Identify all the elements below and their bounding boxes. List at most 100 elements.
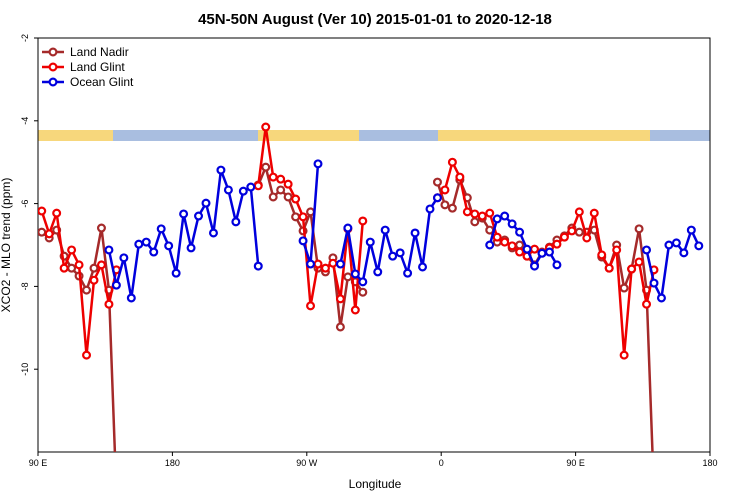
data-point: [306, 301, 316, 311]
data-point: [679, 248, 689, 258]
data-point: [477, 211, 487, 221]
data-point: [515, 227, 525, 237]
y-tick-label: -10: [20, 363, 30, 376]
data-point: [52, 208, 62, 218]
land-band: [438, 130, 650, 141]
data-point: [537, 248, 547, 258]
data-point: [649, 278, 659, 288]
data-point: [149, 247, 159, 257]
data-point: [306, 207, 316, 217]
series-line: [40, 163, 654, 452]
data-point: [530, 261, 540, 271]
x-tick-label: 90 E: [29, 458, 48, 468]
data-point: [447, 203, 457, 213]
data-point: [619, 350, 629, 360]
data-point: [268, 172, 278, 182]
data-point: [455, 172, 465, 182]
data-point: [38, 206, 47, 216]
series-line: [40, 126, 656, 356]
data-point: [164, 241, 174, 251]
data-point: [500, 237, 510, 247]
data-point: [313, 259, 323, 269]
data-point: [619, 283, 629, 293]
data-point: [492, 214, 502, 224]
data-point: [343, 223, 353, 233]
data-point: [335, 259, 345, 269]
data-point: [530, 244, 540, 254]
data-point: [89, 263, 99, 273]
data-point: [574, 207, 584, 217]
data-point: [59, 263, 69, 273]
data-point: [597, 250, 607, 260]
ocean-band: [113, 130, 258, 141]
data-point: [126, 293, 136, 303]
legend-marker: [48, 47, 58, 57]
data-point: [82, 350, 92, 360]
data-point: [634, 257, 644, 267]
ocean-band: [650, 130, 710, 141]
data-point: [291, 194, 301, 204]
data-point: [350, 269, 360, 279]
data-point: [425, 204, 435, 214]
data-point: [261, 162, 271, 172]
data-point: [134, 239, 144, 249]
land-band: [38, 130, 113, 141]
series-line: [107, 163, 700, 303]
data-point: [89, 275, 99, 285]
data-point: [552, 260, 562, 270]
data-point: [634, 224, 644, 234]
data-point: [179, 209, 189, 219]
data-point: [671, 238, 681, 248]
x-axis-label: Longitude: [349, 477, 402, 491]
data-point: [261, 122, 271, 132]
data-point: [268, 192, 278, 202]
data-point: [552, 239, 562, 249]
data-point: [694, 241, 704, 251]
data-point: [395, 248, 405, 258]
data-point: [642, 245, 652, 255]
data-point: [432, 177, 442, 187]
data-point: [306, 259, 316, 269]
x-tick-label: 90 E: [566, 458, 585, 468]
data-point: [440, 200, 450, 210]
data-point: [358, 287, 368, 297]
data-point: [567, 226, 577, 236]
data-point: [208, 228, 218, 238]
data-point: [544, 247, 554, 257]
data-point: [470, 209, 480, 219]
data-point: [589, 208, 599, 218]
data-point: [74, 260, 84, 270]
data-point: [67, 245, 77, 255]
data-point: [500, 211, 510, 221]
data-point: [104, 245, 114, 255]
data-point: [283, 192, 293, 202]
x-tick-label: 0: [439, 458, 444, 468]
data-point: [440, 185, 450, 195]
data-point: [328, 258, 338, 268]
data-point: [574, 227, 584, 237]
data-point: [358, 277, 368, 287]
data-point: [276, 174, 286, 184]
data-point: [231, 217, 241, 227]
data-point: [320, 263, 330, 273]
data-point: [335, 294, 345, 304]
land-ocean-strip: [38, 130, 710, 141]
data-point: [447, 157, 457, 167]
data-point: [380, 225, 390, 235]
data-point: [470, 217, 480, 227]
data-point: [515, 247, 525, 257]
data-point: [664, 240, 674, 250]
data-point: [627, 264, 637, 274]
data-point: [492, 232, 502, 242]
data-point: [186, 243, 196, 253]
data-point: [119, 253, 129, 263]
data-point: [96, 223, 106, 233]
plot-area: [38, 122, 704, 452]
land-band: [258, 130, 359, 141]
y-tick-label: -6: [20, 200, 30, 208]
x-tick-label: 180: [165, 458, 180, 468]
data-point: [418, 262, 428, 272]
data-point: [104, 299, 114, 309]
